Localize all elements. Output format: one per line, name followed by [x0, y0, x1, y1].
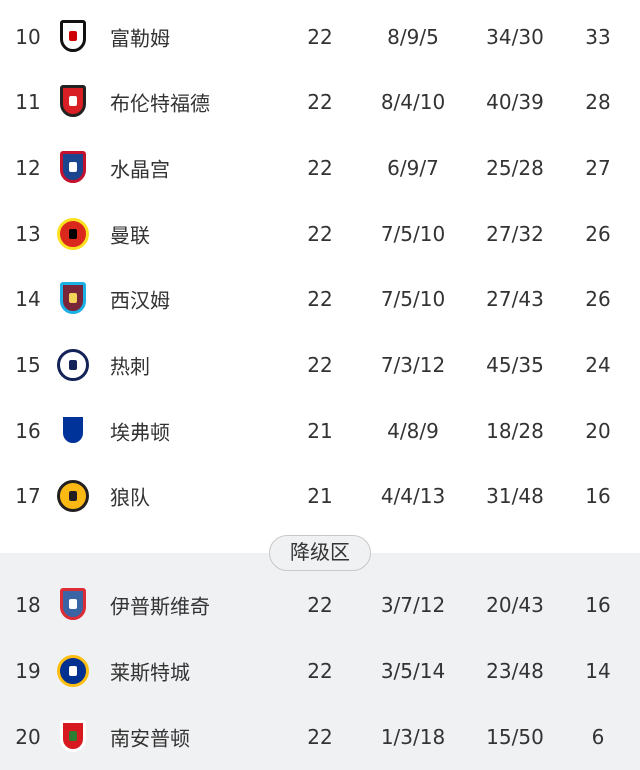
leicester-crest-icon	[56, 652, 90, 690]
crystal-palace-crest-icon	[56, 149, 90, 187]
rank: 11	[15, 90, 41, 114]
rank: 18	[15, 593, 41, 617]
southampton-crest-icon	[56, 718, 90, 756]
team-name[interactable]: 狼队	[110, 485, 150, 510]
relegation-zone-label: 降级区	[269, 535, 371, 571]
table-row[interactable]: 16 埃弗顿 21 4/8/9 18/28 20	[0, 398, 640, 464]
points: 26	[585, 287, 611, 311]
wolves-crest-icon	[56, 477, 90, 515]
win-draw-loss: 8/4/10	[380, 90, 446, 114]
team-name[interactable]: 水晶宫	[110, 157, 170, 182]
table-row[interactable]: 10 富勒姆 22 8/9/5 34/30 33	[0, 4, 640, 70]
rank: 14	[15, 287, 41, 311]
west-ham-crest-icon	[56, 280, 90, 318]
rank: 15	[15, 353, 41, 377]
win-draw-loss: 3/5/14	[380, 659, 446, 683]
points: 33	[585, 25, 611, 49]
goals-for-against: 34/30	[486, 25, 544, 49]
points: 16	[585, 593, 611, 617]
played: 22	[307, 353, 333, 377]
rank: 12	[15, 156, 41, 180]
goals-for-against: 27/43	[486, 287, 544, 311]
played: 22	[307, 156, 333, 180]
points: 20	[585, 419, 611, 443]
team-name[interactable]: 南安普顿	[110, 726, 190, 751]
points: 27	[585, 156, 611, 180]
table-row[interactable]: 19 莱斯特城 22 3/5/14 23/48 14	[0, 638, 640, 704]
goals-for-against: 18/28	[486, 419, 544, 443]
rank: 19	[15, 659, 41, 683]
points: 14	[585, 659, 611, 683]
win-draw-loss: 3/7/12	[380, 593, 446, 617]
team-name[interactable]: 西汉姆	[110, 288, 170, 313]
team-name[interactable]: 布伦特福德	[110, 91, 210, 116]
win-draw-loss: 1/3/18	[380, 725, 446, 749]
team-name[interactable]: 曼联	[110, 223, 150, 248]
win-draw-loss: 7/5/10	[380, 222, 446, 246]
table-row[interactable]: 20 南安普顿 22 1/3/18 15/50 6	[0, 704, 640, 770]
table-row[interactable]: 12 水晶宫 22 6/9/7 25/28 27	[0, 135, 640, 201]
win-draw-loss: 4/8/9	[387, 419, 439, 443]
table-row[interactable]: 14 西汉姆 22 7/5/10 27/43 26	[0, 266, 640, 332]
ipswich-crest-icon	[56, 586, 90, 624]
team-name[interactable]: 热刺	[110, 354, 150, 379]
table-row[interactable]: 13 曼联 22 7/5/10 27/32 26	[0, 201, 640, 267]
goals-for-against: 40/39	[486, 90, 544, 114]
played: 21	[307, 484, 333, 508]
relegation-zone	[0, 553, 640, 770]
goals-for-against: 31/48	[486, 484, 544, 508]
team-name[interactable]: 莱斯特城	[110, 660, 190, 685]
win-draw-loss: 7/3/12	[380, 353, 446, 377]
played: 22	[307, 222, 333, 246]
played: 22	[307, 25, 333, 49]
team-name[interactable]: 埃弗顿	[110, 420, 170, 445]
played: 22	[307, 287, 333, 311]
points: 24	[585, 353, 611, 377]
win-draw-loss: 6/9/7	[387, 156, 439, 180]
table-row[interactable]: 17 狼队 21 4/4/13 31/48 16	[0, 463, 640, 529]
everton-crest-icon	[56, 412, 90, 450]
goals-for-against: 20/43	[486, 593, 544, 617]
goals-for-against: 27/32	[486, 222, 544, 246]
rank: 13	[15, 222, 41, 246]
played: 22	[307, 90, 333, 114]
goals-for-against: 25/28	[486, 156, 544, 180]
played: 22	[307, 659, 333, 683]
points: 28	[585, 90, 611, 114]
win-draw-loss: 8/9/5	[387, 25, 439, 49]
brentford-crest-icon	[56, 83, 90, 121]
goals-for-against: 15/50	[486, 725, 544, 749]
points: 6	[591, 725, 605, 749]
table-row[interactable]: 15 热刺 22 7/3/12 45/35 24	[0, 332, 640, 398]
played: 22	[307, 725, 333, 749]
team-name[interactable]: 富勒姆	[110, 26, 170, 51]
table-row[interactable]: 18 伊普斯维奇 22 3/7/12 20/43 16	[0, 572, 640, 638]
points: 16	[585, 484, 611, 508]
rank: 10	[15, 25, 41, 49]
played: 22	[307, 593, 333, 617]
tottenham-crest-icon	[56, 346, 90, 384]
goals-for-against: 23/48	[486, 659, 544, 683]
man-united-crest-icon	[56, 215, 90, 253]
rank: 16	[15, 419, 41, 443]
win-draw-loss: 4/4/13	[380, 484, 446, 508]
played: 21	[307, 419, 333, 443]
rank: 17	[15, 484, 41, 508]
fulham-crest-icon	[56, 18, 90, 56]
team-name[interactable]: 伊普斯维奇	[110, 594, 210, 619]
rank: 20	[15, 725, 41, 749]
win-draw-loss: 7/5/10	[380, 287, 446, 311]
goals-for-against: 45/35	[486, 353, 544, 377]
points: 26	[585, 222, 611, 246]
table-row[interactable]: 11 布伦特福德 22 8/4/10 40/39 28	[0, 69, 640, 135]
